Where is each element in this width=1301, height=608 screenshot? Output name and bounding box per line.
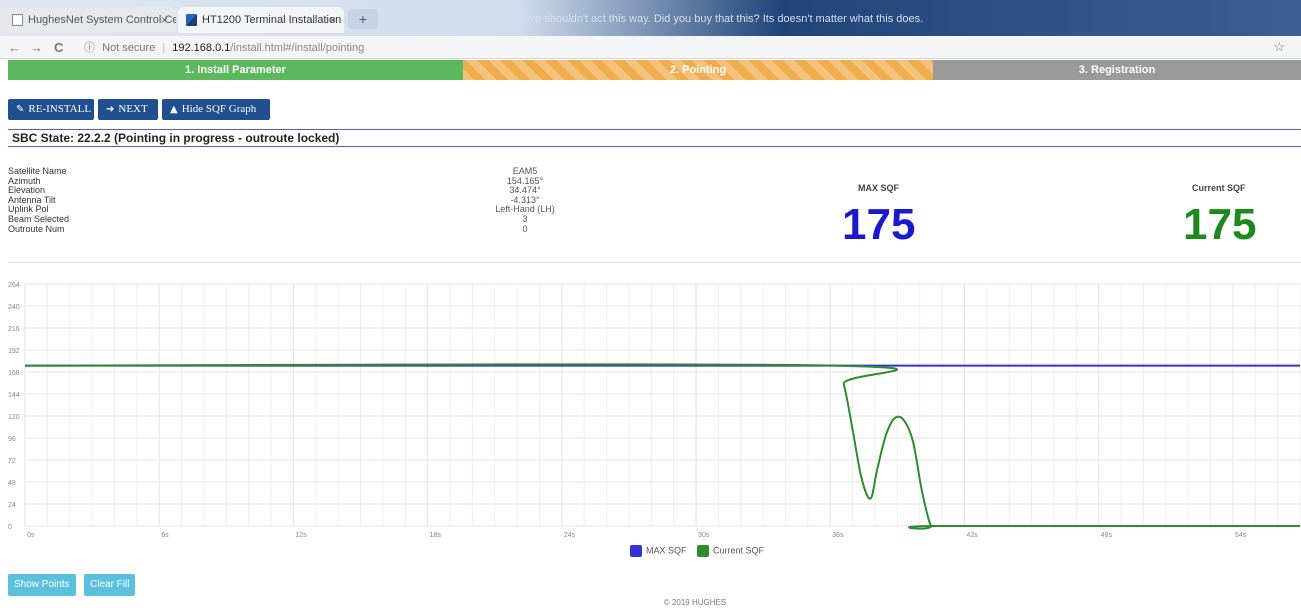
- hide-sqf-graph-button[interactable]: ▲ Hide SQF Graph: [162, 99, 270, 120]
- url-field[interactable]: ⓘ Not secure | 192.168.0.1/install.html#…: [84, 42, 365, 54]
- legend-max-sqf[interactable]: MAX SQF: [630, 545, 687, 557]
- y-tick-label: 264: [8, 282, 20, 289]
- x-tick-label: 0s: [27, 532, 35, 539]
- info-value: EAM5: [512, 166, 538, 176]
- url-host: 192.168.0.1: [172, 42, 231, 54]
- tab-label: HT1200 Terminal Installation: [202, 14, 342, 26]
- info-label: Antenna Tilt: [8, 194, 56, 205]
- arrow-right-icon: ➔: [106, 104, 115, 115]
- info-value: 154.165°: [506, 175, 544, 186]
- info-value: 0: [522, 223, 528, 234]
- arrow-up-icon: ▲: [170, 104, 178, 115]
- info-label: Outroute Num: [8, 223, 65, 234]
- y-tick-label: 192: [8, 348, 20, 355]
- browser-tab-bar: HughesNet System Control Ce × HT1200 Ter…: [0, 0, 1301, 36]
- reinstall-button[interactable]: ✎ RE-INSTALL: [8, 99, 94, 120]
- info-value: -4.313°: [510, 194, 540, 205]
- x-tick-label: 54s: [1235, 532, 1247, 539]
- bookmark-star-icon[interactable]: ☆: [1273, 39, 1285, 54]
- x-tick-label: 6s: [161, 532, 169, 539]
- legend-swatch-max: [630, 545, 642, 557]
- y-tick-label: 72: [8, 458, 16, 465]
- new-tab-button[interactable]: +: [348, 9, 378, 29]
- step-install-parameter: 1. Install Parameter: [8, 60, 463, 80]
- legend-label: Current SQF: [713, 545, 765, 556]
- info-label: Uplink Pol: [8, 204, 49, 215]
- next-label: NEXT: [118, 103, 148, 115]
- security-label: Not secure: [102, 42, 156, 54]
- current-sqf-series-line: [24, 363, 1300, 530]
- current-sqf-value: 175: [1183, 200, 1257, 249]
- page-icon: [12, 14, 23, 26]
- wrench-icon: ✎: [16, 104, 25, 115]
- reinstall-label: RE-INSTALL: [28, 103, 92, 115]
- close-tab-icon[interactable]: ×: [328, 13, 336, 27]
- y-tick-label: 120: [8, 414, 20, 421]
- y-tick-label: 240: [8, 304, 20, 311]
- url-path: /install.html#/install/pointing: [230, 42, 365, 54]
- info-icon[interactable]: ⓘ: [84, 42, 95, 54]
- sbc-state-bar: SBC State: 22.2.2 (Pointing in progress …: [8, 129, 1301, 147]
- y-tick-label: 168: [8, 370, 20, 377]
- terminal-favicon-icon: [186, 14, 197, 26]
- max-sqf-value: 175: [842, 200, 916, 249]
- x-tick-label: 30s: [698, 532, 710, 539]
- close-tab-icon[interactable]: ×: [160, 13, 168, 27]
- y-tick-label: 216: [8, 326, 20, 333]
- reload-icon[interactable]: C: [54, 40, 64, 55]
- legend-label: MAX SQF: [646, 545, 687, 556]
- back-icon[interactable]: ←: [8, 40, 21, 55]
- tab-label: HughesNet System Control Ce: [28, 14, 176, 26]
- info-value: 34.474°: [509, 185, 541, 196]
- info-label: Satellite Name: [8, 166, 67, 176]
- divider: [8, 262, 1301, 263]
- y-tick-label: 0: [8, 524, 12, 531]
- info-label: Elevation: [8, 185, 46, 196]
- step-registration: 3. Registration: [933, 60, 1301, 80]
- info-label: Beam Selected: [8, 213, 70, 224]
- satellite-info-values: EAM5 154.165° 34.474° -4.313° Left-Hand …: [480, 166, 570, 234]
- hide-graph-label: Hide SQF Graph: [181, 103, 257, 115]
- browser-tab-installation[interactable]: HT1200 Terminal Installation ×: [178, 7, 344, 33]
- x-tick-label: 42s: [966, 532, 978, 539]
- y-tick-label: 144: [8, 392, 20, 399]
- x-tick-label: 36s: [832, 532, 844, 539]
- x-tick-label: 48s: [1101, 532, 1113, 539]
- sqf-line-chart: 0 24 48 72 96 120 144 168 192 216 240 264 0s 6s 12s 18s…: [8, 282, 1301, 539]
- y-tick-label: 96: [8, 436, 16, 443]
- info-value: Left-Hand (LH): [495, 204, 555, 215]
- footer-copyright: © 2019 HUGHES: [663, 598, 727, 607]
- browser-tab-hughesnet[interactable]: HughesNet System Control Ce ×: [4, 7, 176, 33]
- step-pointing: 2. Pointing: [463, 60, 933, 80]
- show-points-button[interactable]: Show Points: [8, 574, 76, 596]
- legend-swatch-current: [697, 545, 709, 557]
- current-sqf-label: Current SQF: [1192, 183, 1246, 193]
- x-tick-label: 24s: [564, 532, 576, 539]
- y-tick-label: 48: [8, 480, 16, 487]
- x-tick-label: 12s: [295, 532, 307, 539]
- window-title: We shouldn't act this way. Did you buy t…: [525, 13, 924, 25]
- y-tick-label: 24: [8, 502, 16, 509]
- satellite-info-labels: Satellite Name Azimuth Elevation Antenna…: [8, 166, 70, 234]
- info-label: Azimuth: [8, 175, 41, 186]
- x-tick-label: 18s: [430, 532, 442, 539]
- install-progress-steps: 1. Install Parameter 2. Pointing 3. Regi…: [8, 60, 1301, 80]
- address-bar: ← → C ⓘ Not secure | 192.168.0.1/install…: [0, 36, 1301, 59]
- clear-fill-button[interactable]: Clear Fill: [84, 574, 136, 596]
- max-sqf-label: MAX SQF: [858, 183, 900, 193]
- info-value: 3: [522, 213, 528, 224]
- next-button[interactable]: ➔ NEXT: [98, 99, 158, 120]
- legend-current-sqf[interactable]: Current SQF: [697, 545, 764, 557]
- forward-icon[interactable]: →: [30, 40, 43, 55]
